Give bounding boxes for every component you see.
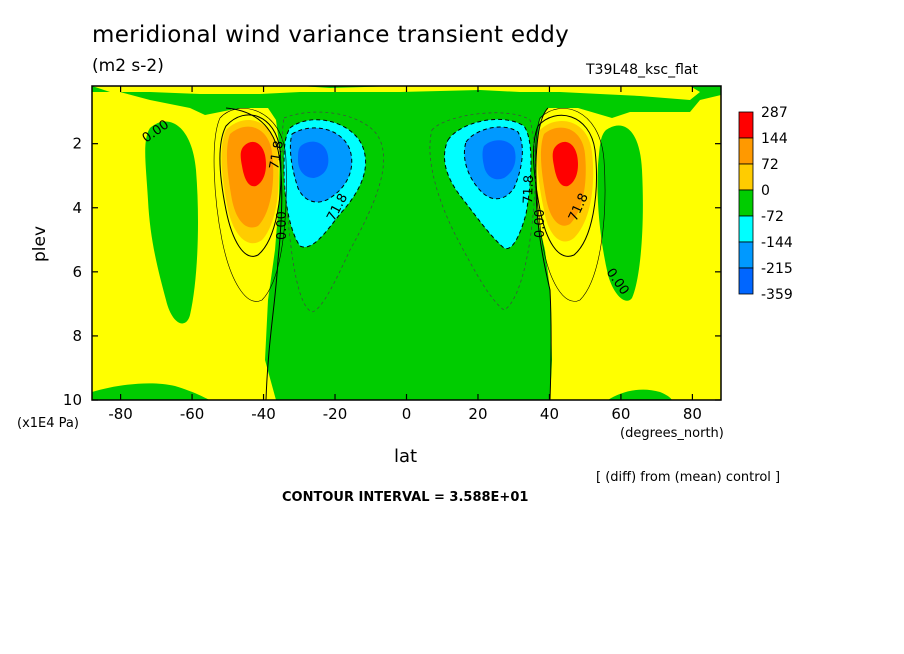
- contour-line-pos-left-outer: [219, 114, 282, 257]
- negative-region-bottom-right: [608, 389, 672, 400]
- colorbar-swatch: [738, 163, 754, 191]
- colorbar-swatch: [738, 241, 754, 269]
- y-tick-label: 6: [72, 263, 82, 281]
- contour-label: 71.8: [521, 175, 537, 204]
- contour-line-pos-right-faint: [535, 108, 606, 302]
- y-axis: 2 4 6 8 10: [63, 135, 721, 409]
- negative-region-central: [92, 86, 721, 400]
- contour-label: 0.00: [275, 211, 290, 240]
- contour-label: 71.8: [267, 140, 287, 171]
- diff-note: [ (diff) from (mean) control ]: [596, 470, 781, 485]
- y-axis-unit: (x1E4 Pa): [17, 416, 79, 431]
- contour-line-neg-left-faint: [282, 111, 384, 313]
- x-tick-label: 80: [683, 405, 702, 423]
- contour-line-neg-right-72: [444, 118, 532, 250]
- x-tick-label: -80: [108, 405, 133, 423]
- x-axis-label: lat: [394, 446, 418, 467]
- x-tick-label: -60: [180, 405, 205, 423]
- colorbar-label: 72: [761, 157, 779, 173]
- contour-label: 0.00: [533, 209, 548, 238]
- contour-interval: CONTOUR INTERVAL = 3.588E+01: [282, 490, 529, 505]
- y-tick-label: 2: [72, 135, 82, 153]
- contour-line-pos-left-faint: [213, 108, 287, 302]
- colorbar-swatch: [738, 111, 754, 139]
- colorbar-swatch: [738, 137, 754, 165]
- chart-units: (m2 s-2): [92, 56, 164, 76]
- y-tick-label: 4: [72, 199, 82, 217]
- colorbar-label: 0: [761, 183, 770, 199]
- colorbar-label: -215: [761, 261, 793, 277]
- negative-min-left-215: [298, 141, 329, 178]
- x-axis-unit: (degrees_north): [620, 426, 724, 441]
- colorbar-label: -359: [761, 287, 793, 303]
- run-label: T39L48_ksc_flat: [586, 62, 698, 78]
- colorbar-swatch: [738, 267, 754, 295]
- contour-line-neg-left-144: [289, 127, 353, 203]
- negative-region-bottom-left: [92, 383, 210, 400]
- x-tick-label: 0: [402, 405, 412, 423]
- colorbar-label: 144: [761, 131, 788, 147]
- contour-line-neg-right-144: [464, 126, 523, 200]
- x-tick-label: 20: [468, 405, 487, 423]
- y-tick-label: 8: [72, 327, 82, 345]
- negative-min-right-215: [482, 140, 516, 180]
- contour-line-zero-right: [535, 107, 552, 400]
- colorbar-swatch: [738, 189, 754, 217]
- x-tick-label: -20: [323, 405, 348, 423]
- colorbar-label: -72: [761, 209, 784, 225]
- contour-line-neg-right-faint: [429, 112, 536, 311]
- colorbar-label: 287: [761, 105, 788, 121]
- colorbar: 287 144 72 0 -72 -144 -215 -359: [738, 105, 793, 303]
- positive-region-top: [92, 86, 700, 100]
- colorbar-label: -144: [761, 235, 793, 251]
- y-axis-label: plev: [30, 225, 50, 262]
- negative-lobe-right: [597, 125, 643, 301]
- y-tick-label: 10: [63, 391, 82, 409]
- x-tick-label: 60: [611, 405, 630, 423]
- chart-title: meridional wind variance transient eddy: [92, 22, 570, 48]
- negative-lobe-left: [145, 121, 198, 324]
- x-tick-label: 40: [540, 405, 559, 423]
- x-tick-label: -40: [251, 405, 276, 423]
- positive-max-right-287: [552, 141, 578, 187]
- x-axis: -80 -60 -40 -20 0 20 40 60 80: [108, 86, 702, 423]
- colorbar-swatch: [738, 215, 754, 243]
- positive-max-left-287: [240, 141, 266, 187]
- contour-line-zero-left: [225, 107, 283, 400]
